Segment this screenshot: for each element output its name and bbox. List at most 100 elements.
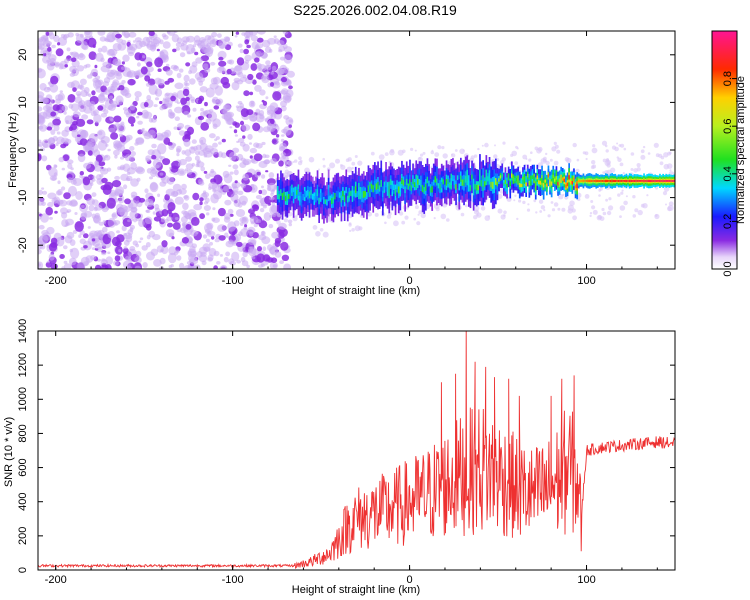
noise-blob (207, 231, 212, 235)
noise-blob (94, 160, 99, 166)
noise-blob (72, 87, 77, 92)
noise-blob (269, 118, 275, 124)
noise-blob (45, 261, 52, 268)
ridge-cell (654, 180, 656, 182)
noise-blob (236, 57, 245, 66)
noise-blob (181, 183, 187, 190)
ridge-cell (448, 182, 451, 189)
noise-blob (48, 253, 55, 261)
noise-blob (81, 114, 89, 120)
noise-blob (113, 115, 122, 123)
noise-blob (118, 249, 122, 253)
noise-blob (260, 52, 268, 59)
noise-blob (270, 158, 277, 164)
noise-blob (129, 146, 135, 151)
noise-blob (242, 173, 249, 181)
noise-blob (576, 158, 580, 162)
ridge-cell (407, 183, 410, 190)
ridge-cell (315, 192, 317, 199)
ridge-cell (362, 191, 365, 198)
noise-blob (642, 145, 646, 149)
noise-blob (222, 170, 230, 178)
noise-blob (566, 157, 572, 164)
noise-blob (203, 170, 208, 174)
noise-blob (133, 70, 141, 76)
noise-blob (243, 48, 250, 55)
noise-blob (241, 200, 247, 206)
ridge-cell (593, 180, 596, 182)
noise-blob (518, 199, 522, 203)
noise-blob (174, 116, 180, 121)
noise-blob (124, 154, 132, 162)
ridge-cell (350, 190, 352, 197)
noise-blob (135, 243, 140, 248)
noise-blob (57, 42, 61, 46)
ridge-cell (284, 195, 287, 202)
noise-blob (78, 103, 87, 113)
noise-blob (77, 84, 83, 90)
noise-blob (621, 189, 624, 192)
ridge-cell (294, 190, 297, 196)
noise-blob (92, 175, 96, 180)
noise-blob (250, 63, 258, 71)
noise-blob (553, 160, 559, 166)
noise-blob (122, 217, 132, 227)
noise-blob (433, 217, 436, 220)
ridge-cell (534, 184, 537, 189)
noise-blob (134, 256, 142, 264)
noise-blob (197, 159, 201, 163)
noise-blob (66, 177, 73, 183)
ridge-cell (633, 179, 636, 182)
noise-blob (535, 211, 538, 214)
ridge-cell (444, 184, 446, 190)
noise-blob (526, 208, 531, 212)
ridge-cell (597, 179, 599, 182)
noise-blob (598, 194, 601, 197)
snr-panel: -200 -100 0 100 0 200 400 600 800 1000 1200 1400 H… (3, 319, 676, 596)
noise-blob (233, 129, 238, 134)
noise-blob (462, 149, 465, 152)
noise-blob (113, 220, 121, 225)
ridge-cell (501, 173, 504, 178)
noise-blob (79, 138, 88, 146)
y-tick-label: 0 (17, 147, 29, 153)
colorbar: 0.0 0.2 0.4 0.6 0.8 Normalized spectral ampl… (711, 30, 747, 277)
noise-blob (294, 159, 298, 163)
noise-blob (181, 237, 189, 244)
noise-blob (212, 142, 218, 148)
noise-blob (298, 156, 302, 160)
ridge-cell (421, 185, 424, 193)
noise-blob (152, 37, 162, 44)
noise-blob (38, 261, 44, 269)
noise-blob (38, 189, 43, 196)
noise-blob (80, 129, 89, 139)
spectrogram-x-ticks: -200 -100 0 100 (45, 31, 658, 287)
ridge-cell (372, 185, 375, 193)
noise-blob (97, 31, 106, 36)
noise-blob (83, 87, 90, 94)
noise-blob (152, 158, 162, 169)
ridge-cell (458, 183, 461, 191)
ridge-cell (442, 179, 445, 185)
noise-blob (458, 159, 461, 162)
noise-blob (61, 167, 65, 171)
ridge-cell (326, 199, 328, 206)
noise-blob (218, 141, 222, 145)
noise-blob (50, 75, 59, 85)
noise-blob (61, 219, 69, 228)
noise-blob (113, 149, 120, 156)
noise-blob (219, 254, 223, 257)
ridge-cell (436, 178, 438, 186)
noise-blob (154, 57, 164, 68)
noise-blob (414, 205, 419, 210)
noise-blob (569, 200, 575, 206)
noise-blob (261, 263, 265, 268)
noise-blob (205, 173, 211, 179)
noise-blob (322, 164, 326, 168)
noise-blob (551, 208, 556, 212)
colorbar-tick-label: 0.0 (722, 261, 734, 276)
noise-blob (273, 139, 277, 144)
noise-blob (228, 164, 232, 167)
noise-blob (128, 31, 137, 38)
noise-blob (91, 90, 96, 96)
